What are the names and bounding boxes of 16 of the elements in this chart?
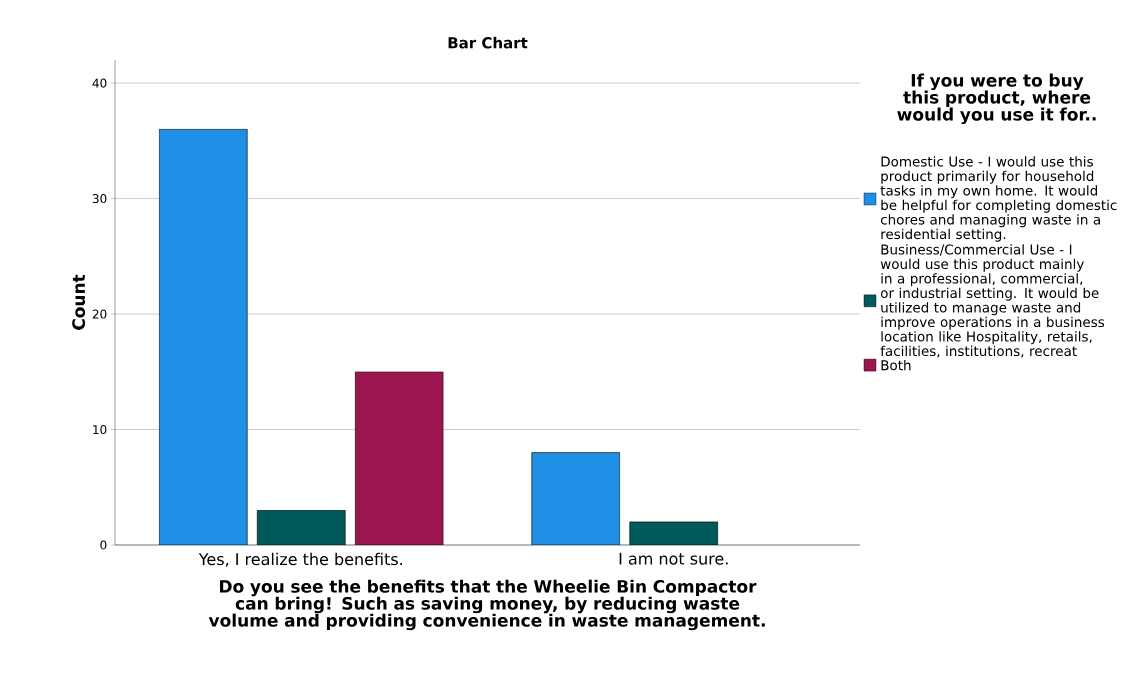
bar (629, 521, 719, 545)
y-tick-label: 40 (92, 78, 107, 88)
legend-label: Both (881, 359, 911, 371)
legend-label: Domestic Use - I would use this product primarily for household tasks in my own home. It would be helpful for completing domestic chores and managing waste in a residential setting. (880, 156, 1117, 242)
y-axis-title: Count (72, 274, 86, 330)
x-axis-title: Do you see the benefits that the Wheelie Bin Compactor can bring! Such as saving money, by reducing waste volume and providing convenience in waste management. (208, 579, 765, 631)
y-tick-label: 10 (93, 424, 107, 435)
y-tick-label: 20 (92, 309, 107, 319)
y-tick-label: 30 (92, 194, 107, 204)
bar (257, 510, 346, 545)
y-tick-label: 0 (100, 540, 107, 550)
legend-title: If you were to buy this product, where would you use it for.. (897, 73, 1096, 125)
chart-title: Bar Chart (448, 36, 528, 49)
legend-label: Business/Commercial Use - I would use this product mainly in a professional, commercial, or industrial setting. It would be utilized to manage waste and improve operations in a business location like Hospitality, retails, facilities, institutions, recreat (880, 244, 1105, 358)
x-tick-label: Yes, I realize the benefits. (198, 552, 403, 567)
x-tick-label: I am not sure. (619, 552, 728, 565)
